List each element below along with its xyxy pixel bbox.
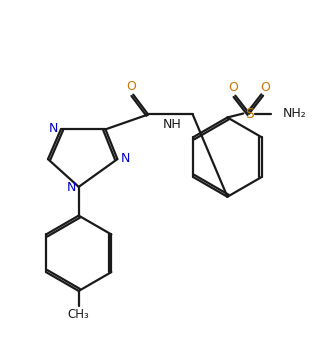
Text: O: O bbox=[126, 80, 136, 93]
Text: N: N bbox=[66, 181, 76, 194]
Text: N: N bbox=[120, 152, 130, 165]
Text: NH: NH bbox=[163, 118, 182, 131]
Text: O: O bbox=[228, 81, 238, 94]
Text: S: S bbox=[245, 106, 253, 120]
Text: O: O bbox=[260, 81, 270, 94]
Text: N: N bbox=[49, 122, 58, 135]
Text: CH₃: CH₃ bbox=[68, 308, 90, 321]
Text: NH₂: NH₂ bbox=[283, 107, 307, 120]
